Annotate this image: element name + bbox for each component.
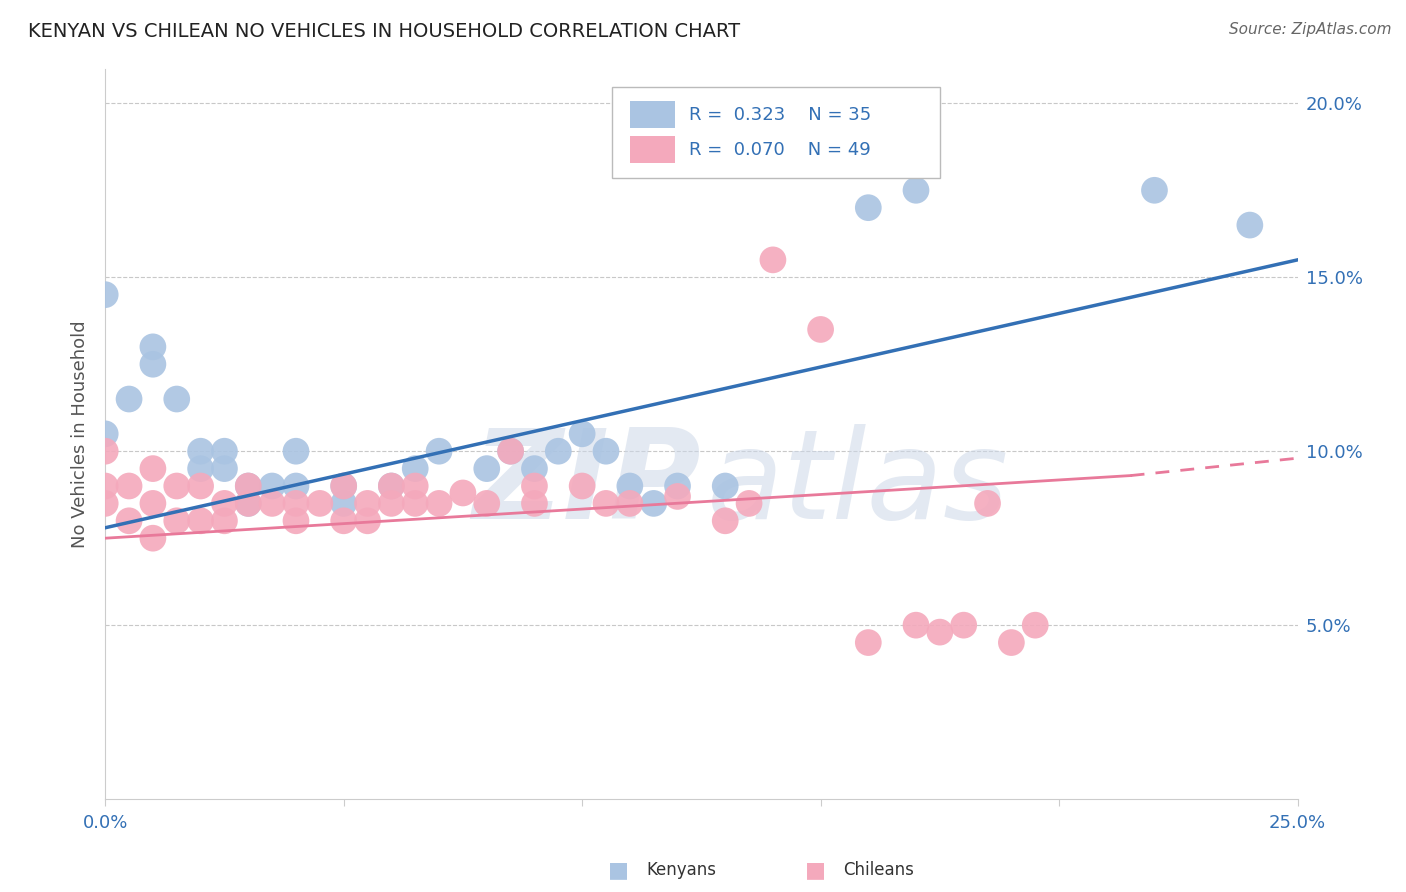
Point [595, 444, 617, 458]
Point [523, 461, 546, 475]
Point [94, 496, 117, 510]
Point [142, 357, 165, 371]
Point [404, 479, 426, 493]
Point [1024, 618, 1046, 632]
Point [380, 479, 402, 493]
Text: Source: ZipAtlas.com: Source: ZipAtlas.com [1229, 22, 1392, 37]
Point [118, 479, 141, 493]
Point [285, 444, 308, 458]
Point [166, 514, 188, 528]
Text: ZIP: ZIP [472, 425, 702, 546]
FancyBboxPatch shape [630, 136, 675, 163]
Point [404, 461, 426, 475]
Point [190, 444, 212, 458]
Text: Kenyans: Kenyans [647, 861, 717, 879]
Point [166, 479, 188, 493]
Point [571, 479, 593, 493]
Point [332, 514, 354, 528]
Point [427, 496, 450, 510]
Point [547, 444, 569, 458]
Point [190, 514, 212, 528]
Point [427, 444, 450, 458]
Point [1239, 218, 1261, 232]
Point [380, 496, 402, 510]
Point [94, 444, 117, 458]
FancyBboxPatch shape [612, 87, 939, 178]
Text: R =  0.323    N = 35: R = 0.323 N = 35 [689, 105, 872, 124]
Point [834, 148, 856, 162]
Point [142, 496, 165, 510]
Point [214, 461, 236, 475]
Point [308, 496, 330, 510]
Point [238, 496, 260, 510]
Point [595, 496, 617, 510]
Point [190, 461, 212, 475]
Point [118, 514, 141, 528]
Point [285, 496, 308, 510]
Point [285, 514, 308, 528]
FancyBboxPatch shape [630, 101, 675, 128]
Point [356, 496, 378, 510]
Point [619, 496, 641, 510]
Point [738, 496, 761, 510]
Point [356, 514, 378, 528]
Point [858, 201, 880, 215]
Point [475, 461, 498, 475]
Point [285, 479, 308, 493]
Point [475, 496, 498, 510]
Point [94, 426, 117, 441]
Point [499, 444, 522, 458]
Text: KENYAN VS CHILEAN NO VEHICLES IN HOUSEHOLD CORRELATION CHART: KENYAN VS CHILEAN NO VEHICLES IN HOUSEHO… [28, 22, 740, 41]
Point [523, 496, 546, 510]
Point [976, 496, 998, 510]
Point [238, 496, 260, 510]
Point [262, 479, 284, 493]
Point [142, 340, 165, 354]
Point [166, 392, 188, 406]
Point [262, 496, 284, 510]
Point [332, 496, 354, 510]
Point [643, 496, 665, 510]
Point [810, 322, 832, 336]
Point [714, 479, 737, 493]
Point [952, 618, 974, 632]
Point [214, 444, 236, 458]
Text: ■: ■ [806, 860, 825, 880]
Point [904, 618, 927, 632]
Point [762, 252, 785, 267]
Point [404, 496, 426, 510]
Point [332, 479, 354, 493]
Point [904, 183, 927, 197]
Point [928, 625, 950, 640]
Point [380, 479, 402, 493]
Point [571, 426, 593, 441]
Point [142, 531, 165, 545]
Point [523, 479, 546, 493]
Point [1000, 635, 1022, 649]
Point [499, 444, 522, 458]
Point [1143, 183, 1166, 197]
Point [190, 479, 212, 493]
Point [666, 490, 689, 504]
Text: atlas: atlas [707, 425, 1010, 546]
Text: Chileans: Chileans [844, 861, 914, 879]
Point [214, 496, 236, 510]
Point [238, 479, 260, 493]
Text: ■: ■ [609, 860, 628, 880]
Point [238, 479, 260, 493]
Point [858, 635, 880, 649]
Y-axis label: No Vehicles in Household: No Vehicles in Household [72, 320, 89, 548]
Text: R =  0.070    N = 49: R = 0.070 N = 49 [689, 141, 872, 159]
Point [94, 479, 117, 493]
Point [118, 392, 141, 406]
Point [714, 514, 737, 528]
Point [451, 486, 474, 500]
Point [619, 479, 641, 493]
Point [214, 514, 236, 528]
Point [94, 287, 117, 301]
Point [666, 479, 689, 493]
Point [142, 461, 165, 475]
Point [332, 479, 354, 493]
